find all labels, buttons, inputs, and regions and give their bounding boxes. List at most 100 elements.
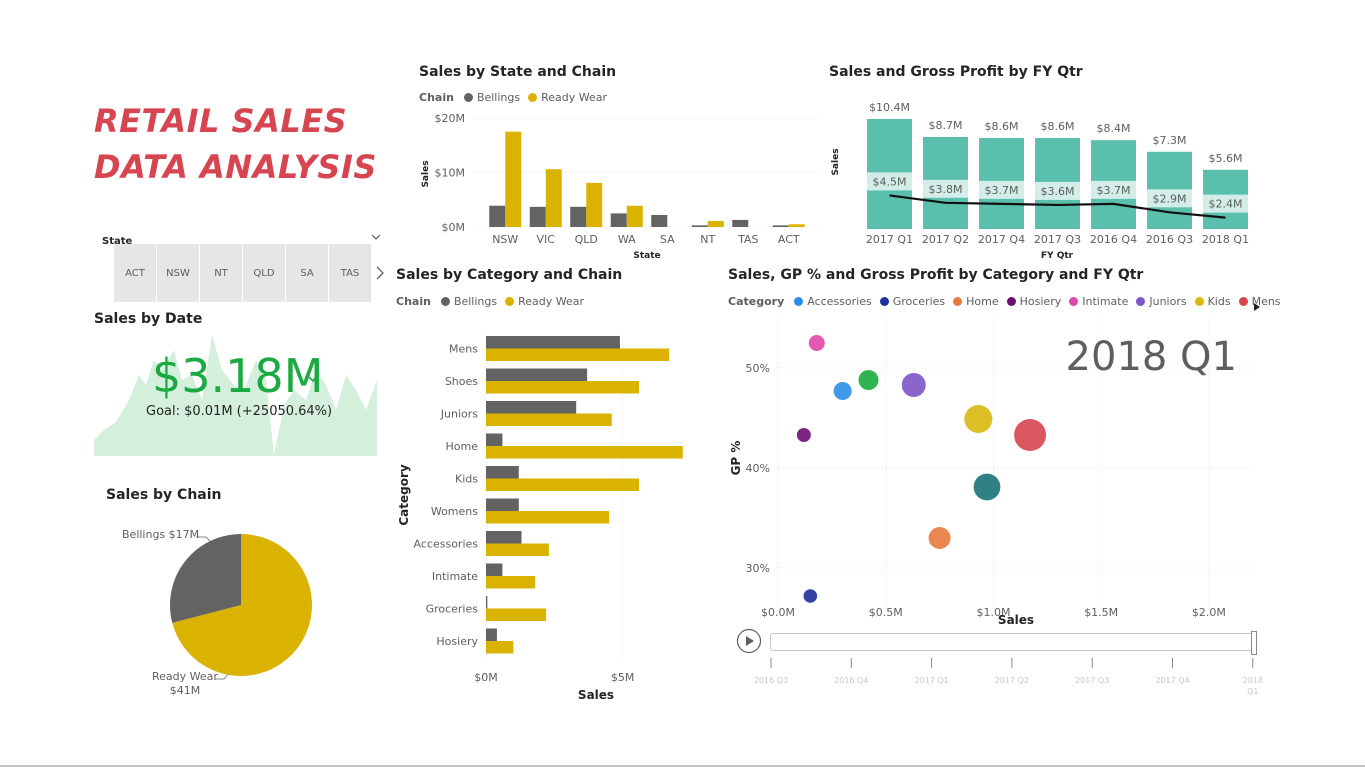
y-tick-label: Womens	[431, 505, 478, 518]
scatter-point-shoes	[858, 370, 879, 390]
legend-item-home[interactable]: Home	[966, 295, 999, 308]
slicer-item-nt[interactable]: NT	[200, 244, 242, 302]
y-axis-title: Sales	[831, 148, 841, 175]
bar-bellings-kids	[486, 466, 519, 479]
legend-dot-hosiery	[1006, 297, 1016, 306]
pie-label-ready-wear: Ready Wear $41M	[152, 670, 218, 698]
legend-dot-bellings	[463, 93, 473, 102]
bar-bellings-home	[486, 433, 503, 446]
y-tick-label: $0M	[442, 221, 466, 234]
y-tick-label: Accessories	[414, 538, 479, 551]
legend-item-accessories[interactable]: Accessories	[807, 295, 872, 308]
data-label-gross-profit: $3.7M	[985, 184, 1019, 197]
scatter-point-hosiery	[796, 428, 811, 442]
x-tick-label: QLD	[575, 233, 598, 246]
pie-label-ready-wear-name: Ready Wear	[152, 670, 218, 683]
chevron-right-icon[interactable]	[374, 265, 386, 285]
x-axis-title: Sales	[998, 613, 1034, 627]
bar-bellings-hosiery	[486, 628, 497, 641]
fy-qtr-title: Sales and Gross Profit by FY Qtr	[829, 64, 1083, 80]
legend-label: Chain	[419, 91, 454, 104]
x-tick-label: 2018 Q1	[1202, 233, 1249, 246]
data-label-sales: $10.4M	[869, 101, 910, 114]
legend-item-intimate[interactable]: Intimate	[1082, 295, 1129, 308]
slicer-item-act[interactable]: ACT	[114, 244, 156, 302]
x-tick-label: ACT	[778, 233, 800, 246]
x-axis-title: State	[633, 251, 660, 261]
data-label-bg	[979, 180, 1024, 199]
legend-dot-accessories	[794, 297, 804, 306]
data-label-bg	[1091, 180, 1136, 199]
dashboard-title-line1: RETAIL SALES	[94, 102, 348, 140]
state-chain-chart: $0M $10M $20M NSW VIC QLD WA SA NT TAS ACT State Sal…	[421, 112, 820, 261]
legend-dot-intimate	[1069, 297, 1079, 306]
x-tick-label: $1.0M	[976, 606, 1010, 619]
state-slicer-header: State	[102, 229, 382, 247]
bar-ready-wear-groceries	[486, 608, 547, 621]
y-tick-label: Shoes	[445, 375, 478, 388]
play-tick-label: 2017 Q2	[995, 676, 1029, 685]
bar-bellings-nt	[691, 225, 708, 227]
y-tick-label: $20M	[435, 112, 466, 125]
data-label-bg	[1147, 189, 1192, 208]
bar-ready-wear-nsw	[505, 131, 522, 227]
x-tick-label: 2017 Q4	[978, 233, 1025, 246]
slicer-item-tas[interactable]: TAS	[329, 244, 371, 302]
play-axis-slider[interactable]	[770, 631, 1257, 655]
bar-bellings-shoes	[486, 368, 588, 381]
y-tick-label: Juniors	[440, 408, 478, 421]
legend-dot-juniors	[1136, 297, 1146, 306]
scatter-point-accessories	[833, 382, 852, 400]
bar-ready-wear-kids	[486, 478, 640, 491]
x-tick-label: $0M	[474, 671, 498, 684]
y-tick-label: 50%	[746, 362, 770, 375]
y-tick-label: Mens	[449, 343, 478, 356]
data-label-gross-profit: $4.5M	[873, 175, 907, 188]
bar-bellings-qld	[570, 206, 587, 227]
page-bottom-border	[0, 765, 1365, 767]
data-label-gross-profit: $2.9M	[1153, 192, 1187, 205]
kpi-value: $3.18M	[152, 349, 324, 403]
bar-bellings-intimate	[486, 563, 503, 576]
play-tick-label: 2016 Q3	[754, 676, 788, 685]
data-label-sales: $8.6M	[1041, 120, 1075, 133]
x-axis-title: FY Qtr	[1041, 251, 1074, 261]
legend-item-juniors[interactable]: Juniors	[1149, 295, 1187, 308]
slicer-item-qld[interactable]: QLD	[243, 244, 285, 302]
category-legend: Category Accessories Groceries Home Hosiery…	[728, 295, 1281, 308]
legend-item-ready-wear[interactable]: Ready Wear	[518, 295, 585, 308]
x-tick-label: $0.0M	[761, 606, 795, 619]
legend-item-kids[interactable]: Kids	[1207, 295, 1231, 308]
legend-item-bellings[interactable]: Bellings	[476, 91, 521, 104]
x-tick-label: VIC	[537, 233, 556, 246]
state-chain-legend: Chain Bellings Ready Wear	[419, 91, 607, 104]
x-tick-label: TAS	[737, 233, 758, 246]
play-icon[interactable]	[736, 628, 762, 658]
bar-ready-wear-home	[486, 446, 683, 459]
pie-slice-ready-wear	[172, 534, 313, 676]
pie-title: Sales by Chain	[106, 487, 222, 503]
x-tick-label: SA	[660, 233, 675, 246]
play-axis-handle[interactable]	[1251, 631, 1257, 655]
y-tick-label: Groceries	[426, 603, 479, 616]
scatter-point-juniors	[901, 373, 926, 397]
slicer-item-nsw[interactable]: NSW	[157, 244, 199, 302]
legend-item-mens[interactable]: Mens	[1251, 295, 1281, 308]
legend-item-groceries[interactable]: Groceries	[892, 295, 946, 308]
legend-item-hosiery[interactable]: Hosiery	[1019, 295, 1062, 308]
play-tick-label: 2018	[1243, 676, 1263, 685]
scatter-point-groceries	[803, 589, 818, 603]
legend-item-ready-wear[interactable]: Ready Wear	[541, 91, 608, 104]
chevron-down-icon[interactable]	[370, 228, 382, 247]
slicer-item-sa[interactable]: SA	[286, 244, 328, 302]
scatter-point-womens	[973, 473, 1001, 501]
legend-item-bellings[interactable]: Bellings	[453, 295, 498, 308]
legend-dot-ready-wear	[528, 93, 538, 102]
data-label-sales: $8.4M	[1097, 122, 1131, 135]
scatter-point-intimate	[808, 335, 825, 351]
bar-ready-wear-hosiery	[486, 641, 514, 654]
triangle-right-icon[interactable]	[1253, 297, 1261, 316]
x-tick-label: 2017 Q2	[922, 233, 969, 246]
bar-ready-wear-act	[788, 224, 805, 227]
bar-bellings-mens	[486, 336, 620, 349]
